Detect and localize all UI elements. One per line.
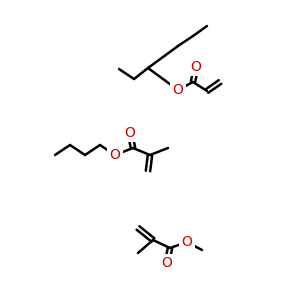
Text: O: O bbox=[110, 148, 120, 162]
Text: O: O bbox=[182, 235, 192, 249]
Text: O: O bbox=[162, 256, 172, 270]
Text: O: O bbox=[124, 126, 135, 140]
Text: O: O bbox=[172, 83, 183, 97]
Text: O: O bbox=[190, 60, 201, 74]
